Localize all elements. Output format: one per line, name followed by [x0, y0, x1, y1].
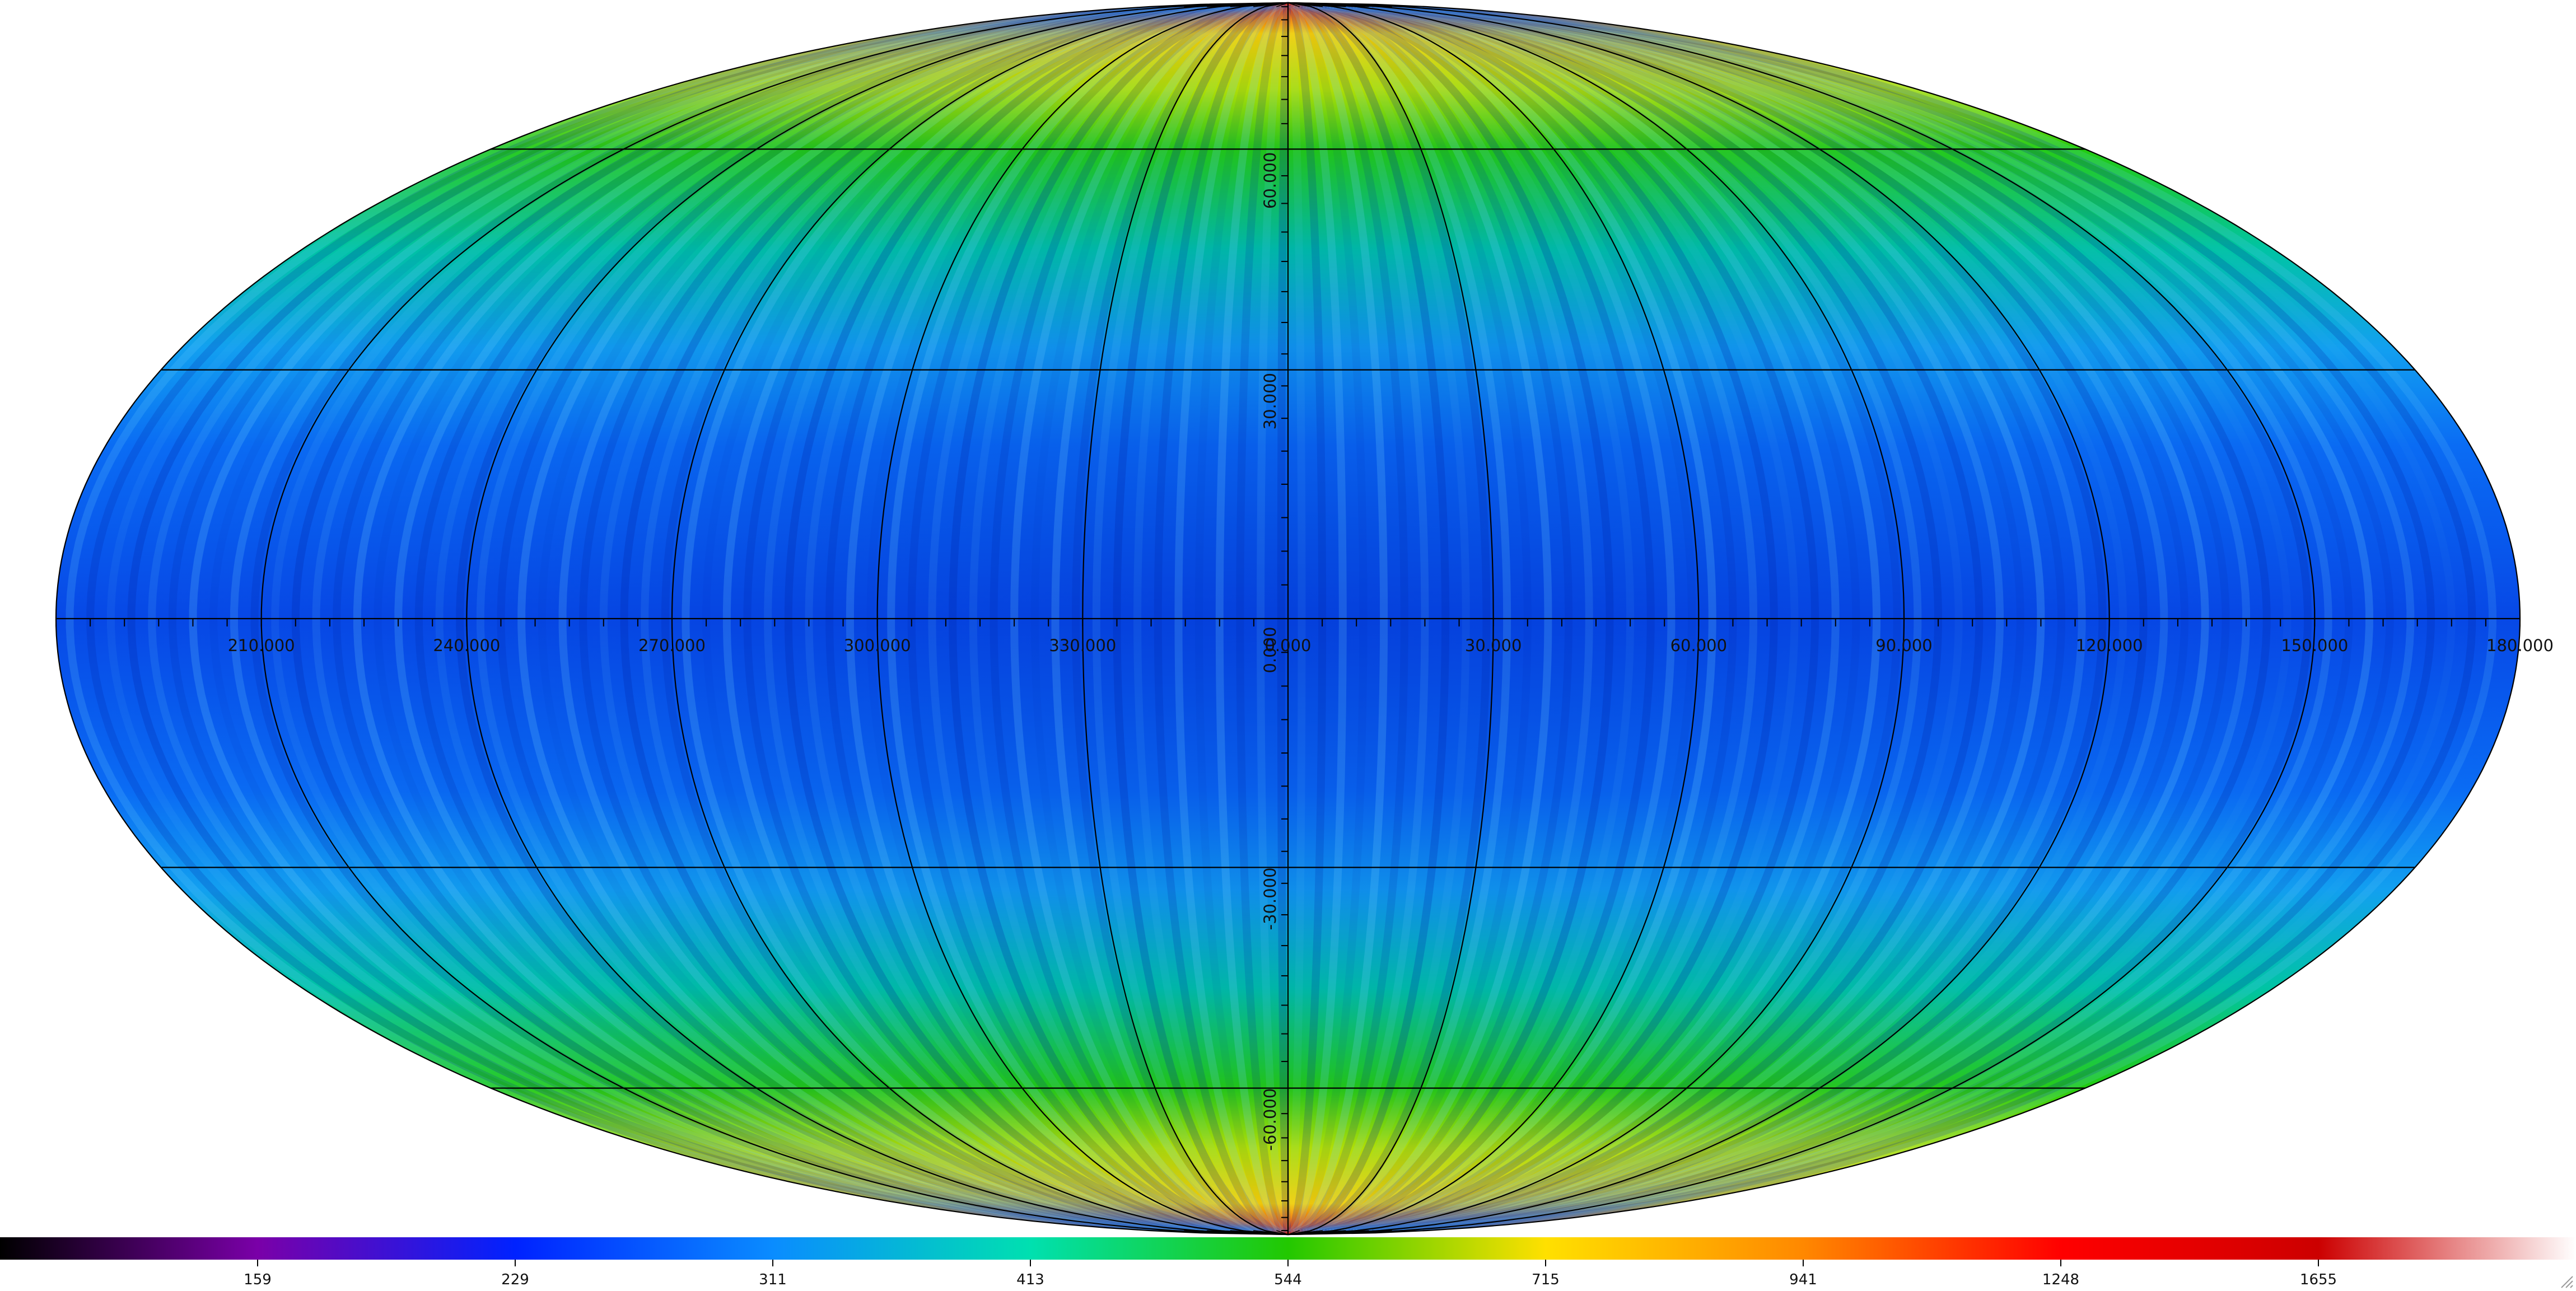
latitude-label: 60.000 [1261, 152, 1280, 209]
longitude-label: 150.000 [2281, 636, 2348, 655]
longitude-label: 120.000 [2076, 636, 2143, 655]
longitude-label: 60.000 [1670, 636, 1727, 655]
colorbar-tick-label: 229 [501, 1271, 529, 1288]
longitude-label: 90.000 [1875, 636, 1932, 655]
longitude-label: 210.000 [228, 636, 295, 655]
longitude-labels: 180.000 150.000 120.000 90.000 60.000 30.000 0… [228, 636, 2554, 655]
longitude-label: 330.000 [1049, 636, 1116, 655]
longitude-label: 30.000 [1465, 636, 1522, 655]
colorbar-tick-label: 715 [1532, 1271, 1560, 1288]
latitude-label: -60.000 [1261, 1088, 1280, 1151]
latitude-label: -30.000 [1261, 867, 1280, 930]
colorbar-tick-label: 1248 [2042, 1271, 2079, 1288]
longitude-label: 270.000 [638, 636, 706, 655]
pole-fan-line [1276, 2, 1289, 7]
latitude-label: 30.000 [1261, 373, 1280, 429]
longitude-label: 180.000 [2486, 636, 2554, 655]
pole-fan-line [1264, 2, 1289, 7]
resize-grip-icon[interactable] [2559, 1274, 2574, 1289]
longitude-label: 240.000 [433, 636, 500, 655]
latitude-label: 0.000 [1261, 626, 1280, 673]
pole-fan-line [1276, 1230, 1289, 1235]
latitude-labels: 60.000 30.000 0.000 -30.000 -60.000 [1261, 152, 1280, 1151]
colorbar-gradient [0, 1237, 2576, 1260]
coordinate-grid [55, 2, 2521, 1236]
colorbar: 159 229 311 413 544 715 941 1248 1655 [0, 1237, 2576, 1291]
colorbar-tick-label: 413 [1016, 1271, 1044, 1288]
longitude-label: 300.000 [844, 636, 911, 655]
colorbar-tick-label: 159 [244, 1271, 272, 1288]
colorbar-tick-label: 311 [759, 1271, 787, 1288]
pole-fan-line [1287, 1230, 1427, 1235]
colorbar-ticks: 159 229 311 413 544 715 941 1248 1655 [244, 1260, 2337, 1288]
pole-fan-line [1264, 1230, 1289, 1235]
colorbar-tick-label: 941 [1789, 1271, 1817, 1288]
colorbar-tick-label: 544 [1274, 1271, 1302, 1288]
longitude-label: 0.000 [1264, 636, 1311, 655]
pole-fan-line [1287, 2, 1427, 7]
colorbar-tick-label: 1655 [2300, 1271, 2337, 1288]
